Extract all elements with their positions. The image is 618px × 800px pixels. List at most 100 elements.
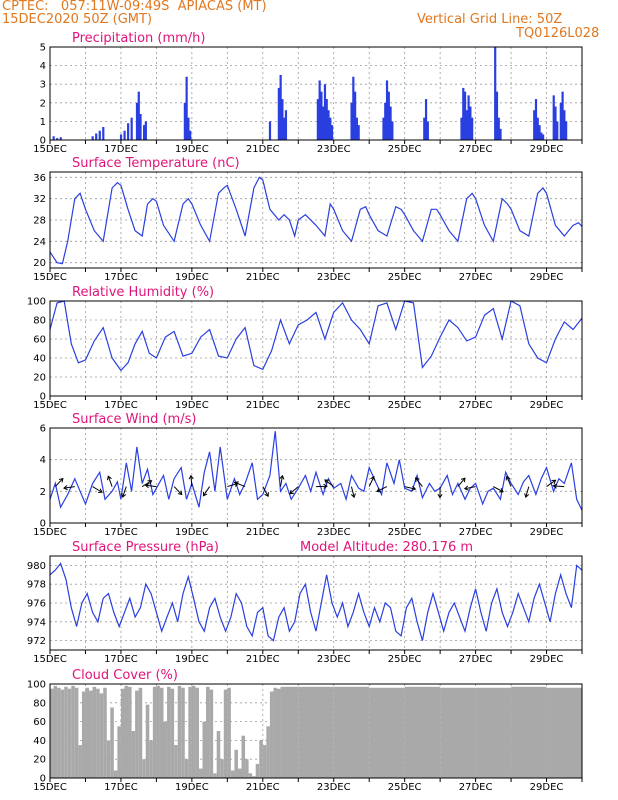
x-tick-label: 27DEC [459,144,493,155]
wind-arrowhead [370,475,375,481]
y-tick-label: 20 [33,755,46,766]
wind-arrowhead [437,493,443,499]
wind-arrowhead [323,483,328,489]
precip-bar [536,117,539,140]
wind-arrow [368,476,375,487]
x-tick-label: 25DEC [388,782,422,793]
cloud-cover-bar [198,768,203,778]
panel-title: Cloud Cover (%) [72,668,178,683]
precip-bar [350,102,353,140]
wind-arrowhead [106,475,112,481]
x-tick-label: 17DEC [104,782,138,793]
x-tick-label: 15DEC [33,527,67,538]
x-tick-label: 29DEC [530,527,564,538]
panel-frame [49,46,583,141]
precip-bar [497,117,500,140]
precip-bar [281,99,284,140]
panel-frame [49,427,583,524]
cloud-cover-bar [142,759,146,778]
precip-bar [352,76,355,140]
x-tick-label: 21DEC [246,272,280,283]
wind-arrowhead [324,479,329,484]
wind-arrow [190,475,193,487]
panel-title: Surface Temperature (nC) [72,156,240,171]
precip-bar [187,117,190,140]
precip-bar [119,134,123,140]
precip-bar [533,110,536,140]
precip-bar [465,110,468,140]
wind-arrowhead [63,485,68,491]
cloud-cover-bar [92,686,97,778]
x-tick-label: 15DEC [33,400,67,411]
cloud-cover-bar [110,707,114,778]
wind-arrow [546,479,556,487]
cloud-cover-bar [113,770,118,778]
cloud-cover-bar [440,687,476,778]
y-tick-label: 972 [27,636,46,647]
wind-arrow [376,486,388,492]
x-tick-label: 17DEC [104,272,138,283]
x-tick-label: 25DEC [388,400,422,411]
precip-bar [499,128,502,140]
grid-note: Vertical Grid Line: 50Z [417,12,563,27]
precip-bar [139,113,142,140]
cloud-cover-bar [181,687,185,778]
y-tick-label: 978 [27,580,46,591]
cloud-cover-bar [103,687,107,778]
wind-arrowhead [188,474,194,480]
wind-arrow [350,486,355,498]
x-tick-label: 19DEC [175,654,209,665]
wind-arrowhead [177,490,183,496]
cloud-cover-bar [266,726,270,778]
cloud-cover-bar [53,685,58,778]
x-tick-label: 15DEC [33,272,67,283]
precip-bar [91,136,94,140]
y-tick-label: 5 [40,43,46,54]
wind-arrowhead [499,488,504,493]
cloud-cover-bar [202,721,207,778]
y-tick-label: 20 [33,258,46,269]
x-tick-label: 27DEC [459,654,493,665]
cloud-cover-bar [298,686,334,778]
cloud-cover-bar [223,689,228,778]
precip-bar [565,121,568,140]
precip-bar [144,121,147,140]
wind-arrowhead [289,489,294,495]
precip-bar [98,130,101,140]
y-tick-label: 20 [33,373,46,384]
pressure-line [49,562,583,642]
model-altitude: Model Altitude: 280.176 m [300,540,473,555]
cloud-cover-bar [259,740,263,778]
precip-bar [142,125,146,140]
precip-bar [355,117,358,140]
wind-arrow [145,484,157,488]
cloud-cover-bar [209,689,214,778]
wind-arrow [289,486,299,495]
panel-title: Relative Humidity (%) [72,285,214,300]
wind-arrowhead [376,487,382,493]
wind-arrow [203,486,211,496]
panel-frame [49,300,583,397]
cloud-cover-bar [67,688,72,778]
cloud-cover-bar [191,685,196,778]
humidity-line [49,300,583,372]
precip-bar [316,99,319,140]
cloud-cover-bar [85,687,90,778]
wind-arrow [525,486,530,498]
precip-bar [183,102,186,140]
x-tick-label: 19DEC [175,527,209,538]
y-tick-label: 28 [33,216,46,227]
precip-bar [387,91,390,140]
wind-arrowhead [121,492,127,498]
precip-bar [423,117,426,140]
precip-bar [495,91,499,140]
wind-arrowhead [415,477,420,482]
precip-bar [95,133,98,140]
cloud-cover-bar [237,768,242,778]
x-tick-label: 27DEC [459,527,493,538]
precip-bar [277,87,280,140]
cloud-cover-bar [475,687,512,778]
x-tick-label: 15DEC [33,654,67,665]
precip-bar [185,76,188,140]
cloud-cover-bar [131,731,136,778]
